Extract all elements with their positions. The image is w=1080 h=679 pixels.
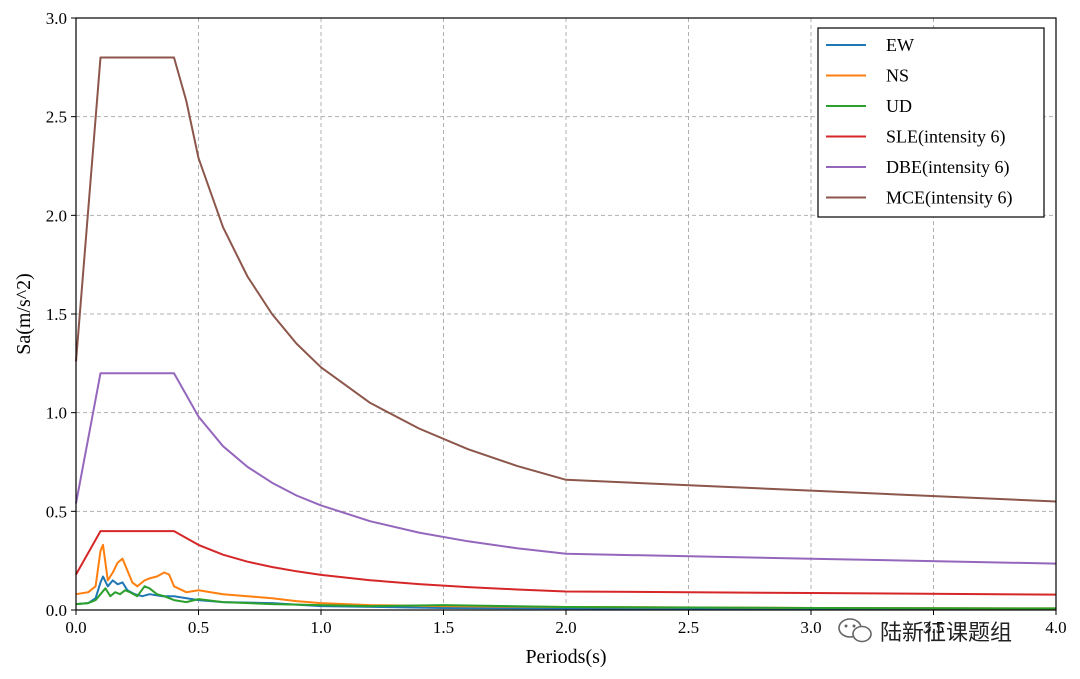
watermark: 陆新征课题组 xyxy=(838,618,1012,646)
legend-label-mce-intensity-6: MCE(intensity 6) xyxy=(886,188,1013,209)
legend-label-dbe-intensity-6: DBE(intensity 6) xyxy=(886,157,1010,178)
y-axis-label: Sa(m/s^2) xyxy=(13,273,35,355)
x-tick-label: 4.0 xyxy=(1045,618,1066,637)
y-tick-label: 0.0 xyxy=(46,601,67,620)
x-tick-label: 2.5 xyxy=(678,618,699,637)
x-tick-label: 0.0 xyxy=(65,618,86,637)
x-tick-label: 1.0 xyxy=(310,618,331,637)
y-tick-label: 1.0 xyxy=(46,404,67,423)
x-tick-label: 1.5 xyxy=(433,618,454,637)
x-tick-label: 3.5 xyxy=(923,618,944,637)
series-line-ns xyxy=(75,543,1057,610)
legend: EW NS UD SLE(intensity 6) DBE(intensity 6) MC… xyxy=(817,27,1045,218)
y-tick-label: 2.5 xyxy=(46,108,67,127)
legend-label-sle-intensity-6: SLE(intensity 6) xyxy=(886,127,1006,148)
axis-ticks: 0.0 0.5 1.0 1.5 2.0 2.5 3.0 3.5 4.0 0.0 0.5 1.0 1.5 2… xyxy=(46,9,1067,637)
y-tick-label: 2.0 xyxy=(46,206,67,225)
y-tick-label: 3.0 xyxy=(46,9,67,28)
y-tick-label: 0.5 xyxy=(46,502,67,521)
x-tick-label: 3.0 xyxy=(800,618,821,637)
series-line-ud xyxy=(75,585,1057,610)
x-tick-label: 2.0 xyxy=(555,618,576,637)
series-line-mce-intensity-6 xyxy=(75,56,1057,503)
x-axis-label: Periods(s) xyxy=(525,646,606,668)
wechat-icon xyxy=(838,618,872,643)
y-tick-label: 1.5 xyxy=(46,305,67,324)
legend-label-ns: NS xyxy=(886,66,909,86)
series-line-dbe-intensity-6 xyxy=(75,372,1057,565)
grid-lines xyxy=(76,18,1056,610)
legend-label-ew: EW xyxy=(886,35,914,55)
watermark-text: 陆新征课题组 xyxy=(880,621,1012,646)
series-line-sle-intensity-6 xyxy=(75,530,1057,596)
series-lines xyxy=(75,56,1057,611)
x-tick-label: 0.5 xyxy=(188,618,209,637)
legend-label-ud: UD xyxy=(886,96,912,116)
legend-box xyxy=(817,27,1045,218)
